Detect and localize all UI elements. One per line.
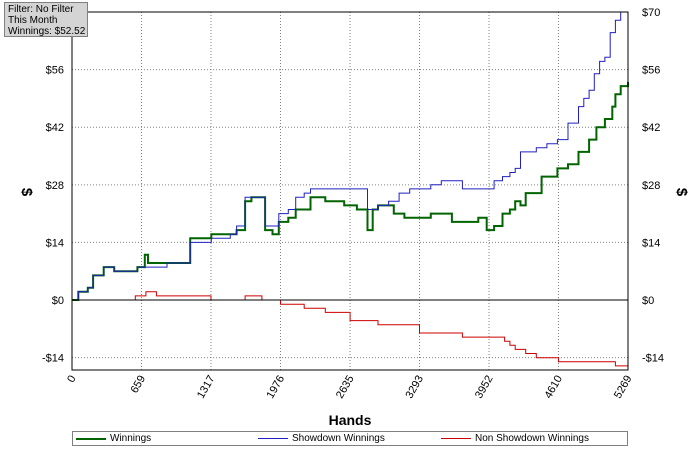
legend-swatch-winnings xyxy=(76,438,106,440)
winnings-total-label: Winnings: $52.52 xyxy=(8,26,86,37)
y-tick-label-left: $28 xyxy=(46,180,64,192)
series-line-showdown xyxy=(72,11,628,301)
legend-swatch-showdown xyxy=(258,438,288,439)
legend-swatch-non-showdown xyxy=(441,438,471,439)
legend-item-winnings: Winnings xyxy=(76,433,276,445)
x-axis-label: Hands xyxy=(329,412,372,428)
legend-item-showdown: Showdown Winnings xyxy=(258,433,458,445)
x-tick-label: 0 xyxy=(65,374,78,385)
legend-label-winnings: Winnings xyxy=(110,433,152,444)
chart-legend: Winnings Showdown Winnings Non Showdown … xyxy=(72,431,628,446)
y-tick-label-left: $42 xyxy=(46,122,64,134)
y-axis-label-left: $ xyxy=(18,188,35,197)
y-tick-label-left: -$14 xyxy=(42,353,64,365)
y-tick-label-left: $56 xyxy=(46,65,64,77)
y-tick-label-right: $14 xyxy=(642,237,660,249)
y-tick-label-right: $70 xyxy=(642,7,660,19)
series-lines xyxy=(72,11,629,370)
plot-frame xyxy=(71,11,629,371)
y-tick-label-right: $56 xyxy=(642,65,660,77)
y-tick-label-right: $28 xyxy=(642,180,660,192)
y-tick-label-right: $0 xyxy=(642,295,654,307)
series-line-non-showdown xyxy=(72,291,629,370)
y-tick-label-left: $14 xyxy=(46,237,64,249)
period-label: This Month xyxy=(8,15,58,26)
legend-label-non-showdown: Non Showdown Winnings xyxy=(475,433,589,444)
y-axis-label-right: $ xyxy=(673,188,690,197)
y-tick-label-right: $42 xyxy=(642,122,660,134)
legend-label-showdown: Showdown Winnings xyxy=(292,433,385,444)
series-line-winnings xyxy=(72,82,629,301)
y-tick-label-left: $0 xyxy=(52,295,64,307)
legend-item-non-showdown: Non Showdown Winnings xyxy=(441,433,641,445)
y-tick-label-right: -$14 xyxy=(642,353,664,365)
filter-info-box: Filter: No Filter This Month Winnings: $… xyxy=(4,2,88,37)
filter-label: Filter: No Filter xyxy=(8,4,74,15)
